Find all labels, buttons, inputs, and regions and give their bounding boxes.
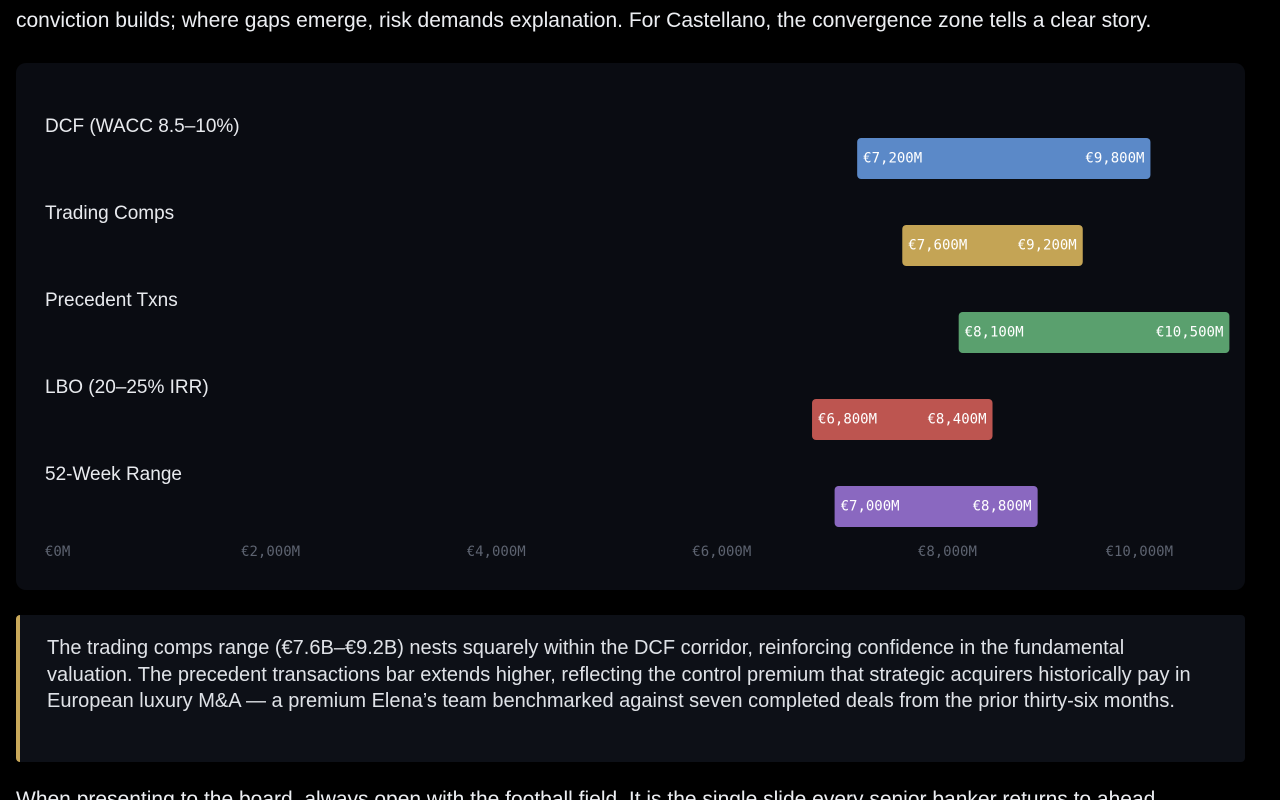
bar-high-label: €8,800M	[973, 499, 1032, 515]
row-label: 52-Week Range	[45, 464, 182, 485]
bar-low-label: €6,800M	[818, 412, 877, 428]
x-tick-label: €10,000M	[1106, 544, 1173, 560]
row-label: Trading Comps	[45, 203, 174, 224]
bar-low-label: €7,000M	[841, 499, 900, 515]
callout-text: The trading comps range (€7.6B–€9.2B) ne…	[47, 637, 1191, 712]
bar-low-label: €7,200M	[863, 151, 922, 167]
range-bar	[834, 486, 1038, 527]
x-tick-label: €8,000M	[918, 544, 977, 560]
bar-low-label: €8,100M	[965, 325, 1024, 341]
bar-high-label: €9,800M	[1085, 151, 1144, 167]
bar-high-label: €8,400M	[928, 412, 987, 428]
row-label: Precedent Txns	[45, 290, 178, 311]
range-bar	[958, 312, 1230, 353]
x-tick-label: €4,000M	[467, 544, 526, 560]
x-tick-label: €2,000M	[241, 544, 300, 560]
outro-paragraph: When presenting to the board, always ope…	[16, 788, 1156, 800]
row-label: LBO (20–25% IRR)	[45, 377, 209, 398]
x-tick-label: €6,000M	[692, 544, 751, 560]
chart-canvas: DCF (WACC 8.5–10%) €7,200M €9,800M Trading …	[45, 116, 1230, 560]
x-tick-label: €0M	[45, 544, 70, 560]
range-bar	[857, 138, 1151, 179]
range-bar	[812, 399, 993, 440]
row-label: DCF (WACC 8.5–10%)	[45, 116, 240, 137]
intro-paragraph: conviction builds; where gaps emerge, ri…	[16, 9, 1152, 32]
football-field-chart: DCF (WACC 8.5–10%) €7,200M €9,800M Trading …	[16, 63, 1245, 590]
bar-high-label: €10,500M	[1156, 325, 1223, 341]
bar-high-label: €9,200M	[1018, 238, 1077, 254]
insight-callout: The trading comps range (€7.6B–€9.2B) ne…	[16, 615, 1245, 762]
bar-low-label: €7,600M	[908, 238, 967, 254]
range-bar	[902, 225, 1083, 266]
